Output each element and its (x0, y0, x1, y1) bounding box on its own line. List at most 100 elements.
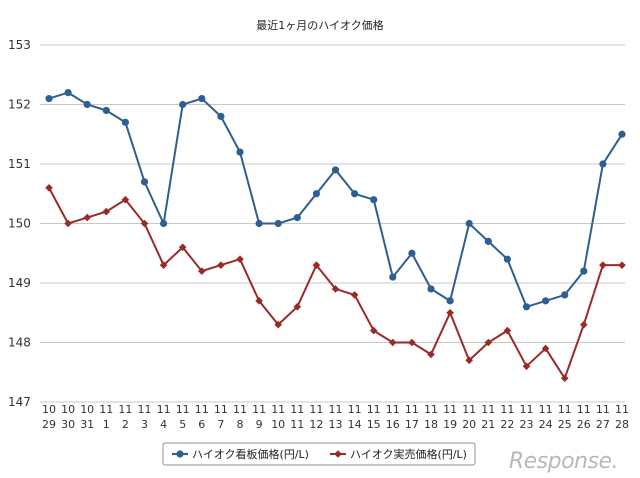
data-point (121, 195, 130, 204)
x-tick-label-day: 1 (103, 418, 110, 431)
data-point (446, 297, 454, 305)
data-point (408, 249, 416, 257)
data-point (599, 160, 607, 168)
x-tick-label-month: 11 (424, 403, 438, 416)
x-tick-label-day: 28 (615, 418, 629, 431)
x-tick-label-month: 11 (443, 403, 457, 416)
legend-marker (176, 450, 184, 458)
x-tick-label-day: 31 (80, 418, 94, 431)
x-tick-label-month: 11 (233, 403, 247, 416)
x-tick-label-day: 4 (160, 418, 167, 431)
data-point (179, 100, 187, 109)
data-point (217, 261, 225, 269)
x-tick-label-day: 5 (179, 418, 186, 431)
x-tick-label-month: 11 (386, 403, 400, 416)
data-point (217, 112, 225, 120)
data-point (561, 291, 569, 299)
x-tick-label-day: 26 (577, 418, 591, 431)
data-point (465, 356, 473, 365)
x-tick-label-month: 11 (558, 403, 572, 416)
x-tick-label-day: 14 (348, 418, 362, 431)
data-point (102, 106, 110, 115)
y-tick-label: 147 (8, 395, 31, 409)
x-tick-label-day: 11 (290, 418, 304, 431)
y-tick-label: 152 (8, 98, 31, 112)
x-tick-label-day: 7 (217, 418, 224, 431)
data-point (580, 267, 588, 275)
x-tick-label-month: 11 (195, 403, 209, 416)
x-tick-label-month: 10 (61, 403, 75, 416)
data-point (312, 261, 321, 269)
x-tick-label-month: 10 (42, 403, 56, 416)
y-tick-label: 150 (8, 217, 31, 231)
data-point (427, 350, 435, 359)
data-point (542, 297, 550, 305)
x-tick-label-day: 22 (500, 418, 514, 431)
data-point (274, 219, 282, 228)
data-point (236, 148, 244, 156)
data-point (178, 243, 187, 252)
legend-label: ハイオク看板価格(円/L) (192, 447, 309, 461)
x-tick-label-day: 17 (405, 418, 419, 431)
data-point (522, 303, 531, 311)
data-point (102, 207, 111, 216)
x-tick-label-day: 27 (596, 418, 610, 431)
x-tick-label-day: 6 (198, 418, 205, 431)
x-tick-label-month: 11 (252, 403, 266, 416)
x-tick-label-day: 15 (367, 418, 381, 431)
x-tick-label-month: 11 (615, 403, 629, 416)
x-tick-label-day: 20 (462, 418, 476, 431)
legend-marker (334, 450, 342, 458)
data-point (599, 261, 607, 269)
data-point (389, 338, 397, 347)
x-tick-label-day: 24 (539, 418, 553, 431)
x-tick-label-month: 11 (118, 403, 132, 416)
data-point (293, 213, 301, 222)
x-tick-label-month: 10 (80, 403, 94, 416)
x-tick-label-month: 11 (138, 403, 152, 416)
data-point (198, 267, 206, 275)
x-tick-label-month: 11 (99, 403, 113, 416)
data-point (274, 320, 282, 329)
x-tick-label-month: 11 (577, 403, 591, 416)
x-tick-label-month: 11 (157, 403, 171, 416)
x-tick-label-day: 12 (309, 418, 323, 431)
plot-area (45, 89, 626, 382)
data-point (580, 320, 588, 329)
data-point (159, 261, 168, 269)
data-point (83, 100, 91, 109)
data-point (312, 190, 320, 198)
x-tick-label-day: 10 (271, 418, 285, 431)
x-tick-label-day: 19 (443, 418, 457, 431)
data-point (618, 130, 626, 138)
x-tick-label-month: 11 (176, 403, 190, 416)
legend-item-1: ハイオク看板価格(円/L) (172, 447, 309, 461)
data-point (370, 196, 378, 204)
data-point (236, 255, 244, 263)
x-tick-label-month: 11 (596, 403, 610, 416)
x-tick-label-day: 3 (141, 418, 148, 431)
x-tick-label-month: 11 (214, 403, 228, 416)
data-point (484, 237, 492, 245)
grid (40, 44, 625, 403)
data-point (331, 166, 340, 174)
x-tick-label-day: 8 (237, 418, 244, 431)
data-point (541, 344, 550, 353)
data-point (465, 219, 473, 228)
data-point (140, 219, 149, 228)
x-tick-label-month: 11 (309, 403, 323, 416)
data-point (389, 273, 397, 281)
legend-frame (162, 442, 476, 466)
x-tick-label-day: 23 (520, 418, 534, 431)
x-tick-label-day: 18 (424, 418, 438, 431)
x-tick-label-month: 11 (462, 403, 476, 416)
data-point (427, 285, 435, 293)
x-tick-label-day: 13 (329, 418, 343, 431)
x-tick-label-day: 9 (256, 418, 263, 431)
x-tick-label-month: 11 (329, 403, 343, 416)
data-point (484, 338, 493, 347)
y-tick-label: 148 (8, 336, 31, 350)
x-tick-label-month: 11 (481, 403, 495, 416)
data-point (64, 219, 72, 228)
